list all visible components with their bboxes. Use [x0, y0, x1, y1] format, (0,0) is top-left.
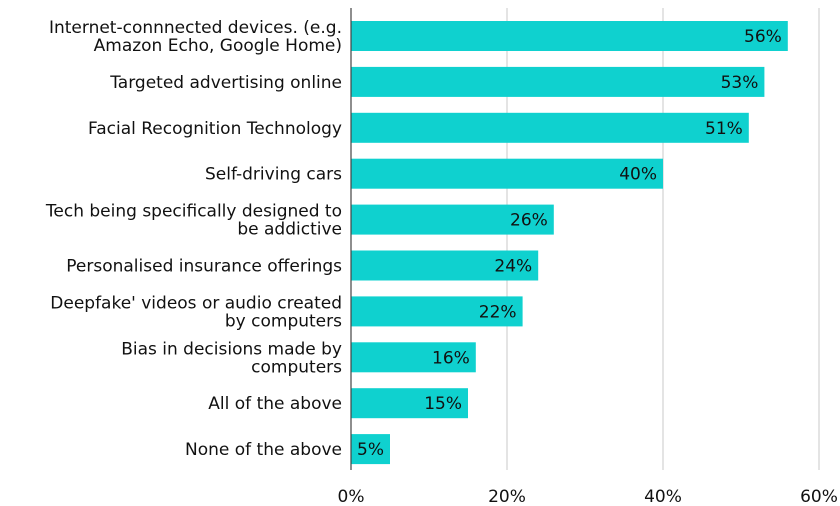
category-label: Targeted advertising online: [109, 73, 342, 93]
x-axis-ticks: 0% 20% 40% 60%: [338, 487, 838, 506]
category-label: Personalised insurance offerings: [66, 257, 342, 277]
bar: [351, 250, 539, 281]
category-label: Tech being specifically designed to: [45, 202, 342, 222]
category-labels: Internet-connnected devices. (e.g.Amazon…: [45, 18, 342, 460]
x-tick-label: 20%: [488, 487, 526, 506]
data-label: 26%: [510, 211, 548, 231]
bar: [351, 388, 468, 419]
category-label: Amazon Echo, Google Home): [94, 36, 342, 56]
data-label: 22%: [479, 302, 517, 322]
category-label: be addictive: [237, 220, 342, 240]
bar: [351, 66, 765, 97]
bar: [351, 158, 663, 189]
data-label: 5%: [357, 440, 384, 460]
category-label: Internet-connnected devices. (e.g.: [49, 18, 342, 38]
category-label: by computers: [225, 311, 342, 331]
bar: [351, 204, 554, 235]
category-label: Deepfake' videos or audio created: [50, 293, 342, 313]
data-label: 40%: [619, 165, 657, 185]
bar: [351, 342, 476, 373]
bars: [351, 21, 788, 465]
category-label: Bias in decisions made by: [121, 339, 342, 359]
data-label: 56%: [744, 27, 782, 47]
data-label: 15%: [424, 394, 462, 414]
data-label: 16%: [432, 348, 470, 368]
x-tick-label: 60%: [800, 487, 838, 506]
data-labels: 56% 53% 51% 40% 26% 24% 22% 16% 15% 5%: [357, 27, 782, 460]
data-label: 53%: [721, 73, 759, 93]
bar: [351, 434, 390, 465]
category-label: All of the above: [208, 394, 342, 414]
category-label: Self-driving cars: [205, 165, 342, 185]
category-label: computers: [251, 357, 342, 377]
data-label: 51%: [705, 119, 743, 139]
bar: [351, 112, 749, 143]
x-tick-label: 0%: [338, 487, 365, 506]
category-label: Facial Recognition Technology: [88, 119, 342, 139]
x-tick-label: 40%: [644, 487, 682, 506]
bar: [351, 21, 788, 51]
category-label: None of the above: [185, 440, 342, 460]
data-label: 24%: [494, 257, 532, 277]
bar: [351, 296, 523, 327]
